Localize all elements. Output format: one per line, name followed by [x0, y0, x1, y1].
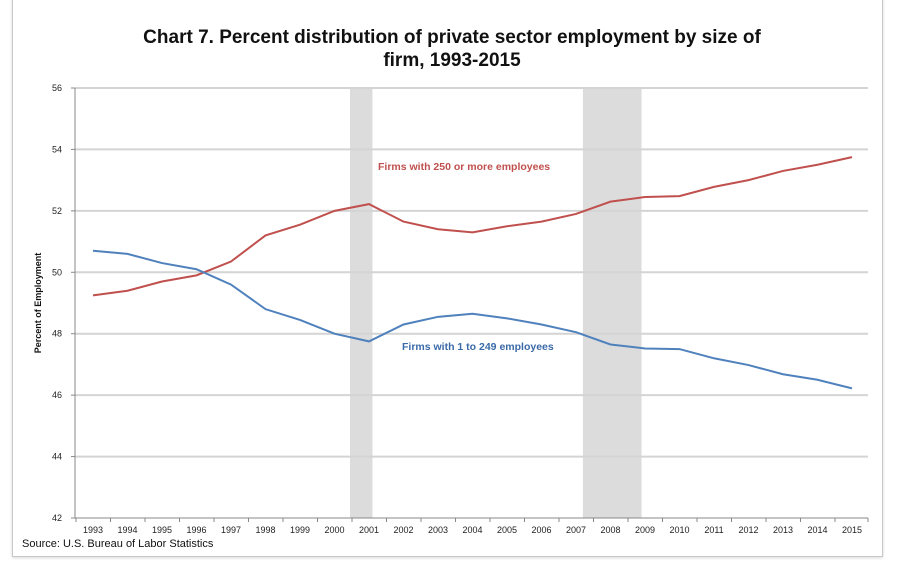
- x-tick-label: 2013: [773, 525, 793, 535]
- x-tick-label: 2008: [600, 525, 620, 535]
- x-tick-label: 2015: [842, 525, 862, 535]
- chart-card: [12, 0, 883, 557]
- recession-bar: [350, 88, 373, 518]
- x-tick-label: 1997: [221, 525, 241, 535]
- series-label-1-249: Firms with 1 to 249 employees: [402, 341, 554, 353]
- recession-bar: [582, 88, 642, 518]
- x-tick-label: 2003: [428, 525, 448, 535]
- x-tick-label: 1995: [152, 525, 172, 535]
- x-tick-label: 1996: [186, 525, 206, 535]
- y-tick-label: 50: [52, 267, 62, 277]
- x-tick-label: 2010: [669, 525, 689, 535]
- x-tick-label: 2011: [704, 525, 723, 535]
- y-tick-label: 44: [52, 452, 62, 462]
- y-axis-label: Percent of Employment: [33, 253, 43, 354]
- x-tick-label: 1998: [255, 525, 275, 535]
- y-tick-label: 46: [52, 390, 62, 400]
- x-tick-label: 1993: [83, 525, 103, 535]
- x-tick-label: 1999: [290, 525, 310, 535]
- y-tick-label: 54: [52, 144, 62, 154]
- source-note: Source: U.S. Bureau of Labor Statistics: [22, 538, 214, 550]
- x-tick-label: 2004: [462, 525, 482, 535]
- x-tick-label: 2007: [566, 525, 586, 535]
- x-tick-label: 2006: [531, 525, 551, 535]
- y-tick-label: 56: [52, 83, 62, 93]
- x-tick-label: 1994: [117, 525, 137, 535]
- x-tick-label: 2001: [359, 525, 379, 535]
- x-tick-label: 2009: [635, 525, 655, 535]
- chart-title: Chart 7. Percent distribution of private…: [0, 26, 904, 72]
- x-tick-label: 2000: [324, 525, 344, 535]
- series-label-250-plus: Firms with 250 or more employees: [378, 161, 550, 173]
- y-tick-label: 42: [52, 513, 62, 523]
- y-tick-label: 52: [52, 206, 62, 216]
- x-tick-label: 2002: [393, 525, 413, 535]
- x-tick-label: 2005: [497, 525, 517, 535]
- x-tick-label: 2012: [738, 525, 758, 535]
- x-tick-label: 2014: [807, 525, 827, 535]
- title-line-1: Chart 7. Percent distribution of private…: [143, 27, 761, 48]
- title-line-2: firm, 1993-2015: [383, 50, 521, 71]
- y-tick-label: 48: [52, 329, 62, 339]
